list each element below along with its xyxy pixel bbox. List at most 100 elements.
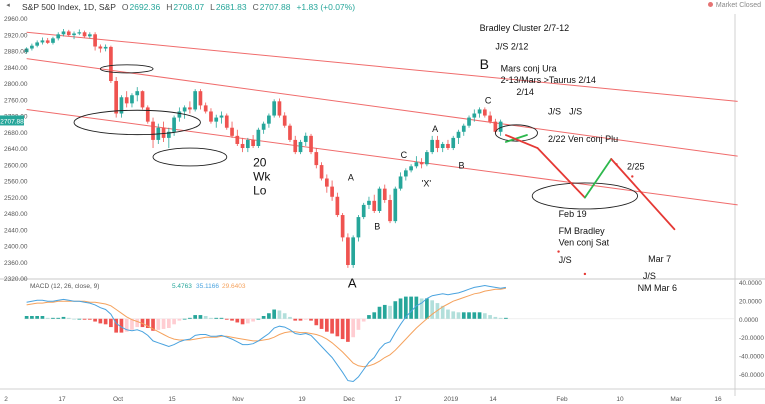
macd-histogram-bar xyxy=(172,318,176,325)
chart-annotation: Wk xyxy=(253,170,271,184)
chart-header: ◂ S&P 500 Index, 1D, S&P O 2692.36 H 2708.… xyxy=(0,0,765,14)
macd-tick-label: -40.0000 xyxy=(739,354,764,361)
macd-histogram-bar xyxy=(388,305,392,319)
candle-body xyxy=(488,115,492,122)
macd-tick-label: -60.0000 xyxy=(739,372,764,379)
macd-histogram-bar xyxy=(451,311,456,319)
candle-body xyxy=(172,117,176,132)
projection-arrow xyxy=(536,147,586,199)
candle-body xyxy=(346,237,350,266)
macd-histogram-bar xyxy=(98,318,103,324)
macd-histogram-bar xyxy=(82,318,87,320)
candle-body xyxy=(419,162,424,165)
time-tick-label: 2 xyxy=(4,396,8,403)
chart-annotation: Mars conj Ura xyxy=(501,64,557,74)
candle-body xyxy=(98,46,103,49)
macd-histogram-bar xyxy=(240,318,245,325)
price-tick-label: 2920.00 xyxy=(4,32,28,39)
macd-histogram-bar xyxy=(467,312,471,319)
market-status-label: Market Closed xyxy=(715,2,761,9)
macd-histogram-bar xyxy=(504,317,508,319)
candle-body xyxy=(56,34,61,39)
candle-body xyxy=(388,200,392,222)
macd-histogram-bar xyxy=(40,316,45,319)
macd-histogram-bar xyxy=(93,318,97,322)
candle-body xyxy=(114,81,119,114)
candle-body xyxy=(430,139,435,153)
projection-arrow xyxy=(504,134,539,149)
pane-toggle-icon[interactable]: ◂ xyxy=(6,2,10,9)
candle-body xyxy=(435,139,440,149)
macd-histogram-bar xyxy=(272,309,277,319)
price-tick-label: 2640.00 xyxy=(4,146,28,153)
macd-histogram-bar xyxy=(151,318,155,331)
macd-histogram-bar xyxy=(456,312,461,319)
chart-annotation: J/S xyxy=(548,107,561,117)
macd-histogram-bar xyxy=(335,318,340,337)
price-tick-label: 2760.00 xyxy=(4,97,28,104)
market-status: Market Closed xyxy=(707,2,761,9)
chart-annotation: C xyxy=(485,95,492,105)
chart-annotation: Mar 7 xyxy=(648,254,671,264)
macd-histogram-bar xyxy=(109,318,113,328)
candle-body xyxy=(398,176,403,189)
candle-body xyxy=(240,143,245,149)
macd-histogram-bar xyxy=(419,298,424,319)
axes: 2960.00 2920.00 2880.00 2840.00 2800.00 2760.… xyxy=(0,16,722,403)
macd-histogram-bar xyxy=(235,318,240,323)
macd-histogram-bar xyxy=(103,318,108,325)
candle-body xyxy=(482,109,487,116)
macd-histogram-bar xyxy=(461,312,466,319)
time-tick-label: Oct xyxy=(113,396,123,403)
time-tick-label: 15 xyxy=(168,396,176,403)
candle-body xyxy=(314,152,319,166)
channel-line xyxy=(26,108,738,206)
candle-body xyxy=(61,31,66,35)
macd-histogram-bar xyxy=(66,317,71,319)
candle-body xyxy=(261,123,266,130)
macd-histogram-bar xyxy=(261,316,266,319)
candle-body xyxy=(451,137,456,149)
candle-body xyxy=(72,33,76,36)
candle-body xyxy=(293,139,298,153)
macd-histogram-bar xyxy=(124,318,129,332)
ellipse-annotations xyxy=(73,64,639,210)
candle-body xyxy=(24,48,29,53)
candle-body xyxy=(214,117,219,122)
time-tick-label: 17 xyxy=(394,396,402,403)
macd-histogram-bar xyxy=(145,318,150,328)
candle-body xyxy=(145,107,150,122)
macd-tick-label: -20.0000 xyxy=(739,335,764,342)
symbol-title: S&P 500 Index, 1D, S&P xyxy=(22,2,116,12)
macd-histogram-bar xyxy=(409,296,413,319)
chart-annotation: FM Bradley xyxy=(559,226,606,236)
price-tick-label: 2480.00 xyxy=(4,211,28,218)
macd-histogram-bar xyxy=(361,318,366,322)
close-label: C xyxy=(252,2,259,12)
candle-body xyxy=(256,129,261,146)
macd-value-2: 35.1166 xyxy=(196,283,219,290)
chart-annotation: 'X' xyxy=(422,179,432,189)
chart-annotation: Ven conj Sat xyxy=(559,238,610,248)
candle-body xyxy=(45,40,50,43)
candle-body xyxy=(493,121,498,132)
macd-histogram-bar xyxy=(482,313,487,319)
macd-histogram-bar xyxy=(425,298,429,319)
time-tick-label: 2019 xyxy=(444,396,459,403)
chart-annotation: Lo xyxy=(253,184,267,198)
candle-body xyxy=(303,135,308,142)
candle-body xyxy=(188,107,192,110)
time-tick-label: 14 xyxy=(489,396,497,403)
chart-annotation: B xyxy=(374,221,380,231)
chart-annotation: 20 xyxy=(253,155,267,169)
chart-annotation: C xyxy=(401,150,408,160)
candle-body xyxy=(245,139,250,149)
chart-annotation: J/S xyxy=(559,255,572,265)
chart-annotation: B xyxy=(480,56,489,72)
macd-tick-label: 0.0000 xyxy=(739,317,759,324)
high-value: 2708.07 xyxy=(173,2,205,12)
macd-histogram-bar xyxy=(203,316,208,319)
macd-histogram-bar xyxy=(224,318,229,320)
chart-annotation: 2/14 xyxy=(516,87,534,97)
candle-body xyxy=(477,109,482,114)
